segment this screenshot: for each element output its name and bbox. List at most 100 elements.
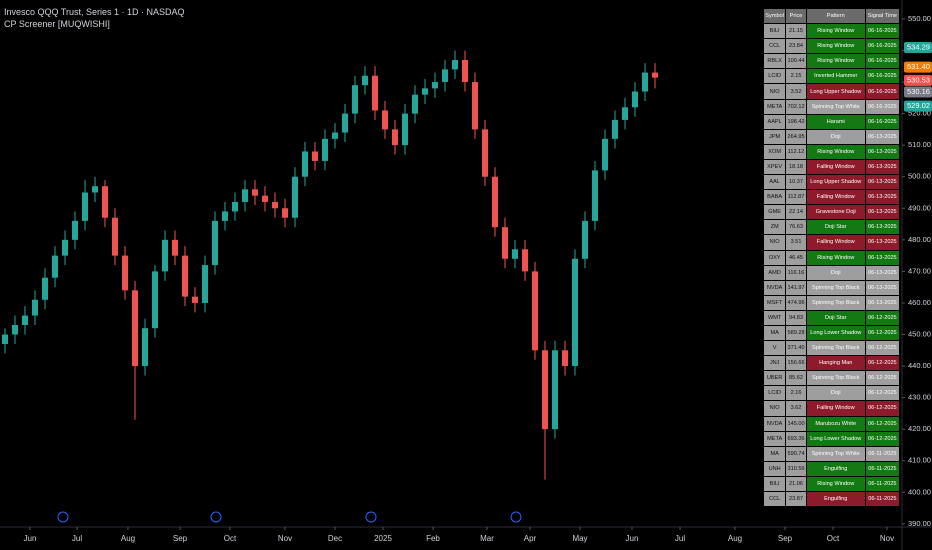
- table-cell: Marubozu White: [805, 415, 866, 432]
- table-cell: 06-12-2025: [864, 370, 901, 387]
- candle-body: [622, 107, 628, 120]
- y-tick-label: 460.00: [908, 298, 931, 307]
- table-cell: 85.62: [785, 370, 807, 387]
- table-cell: 06-13-2025: [864, 294, 901, 311]
- price-tag-label: 529.02: [907, 101, 930, 110]
- candle-body: [452, 59, 458, 70]
- candle-body: [352, 85, 358, 114]
- table-cell: Falling Window: [805, 234, 866, 251]
- table-cell: Rising Window: [805, 23, 866, 40]
- candle-body: [122, 255, 128, 291]
- table-cell: 23.87: [785, 490, 807, 508]
- candle-body: [652, 72, 658, 78]
- table-cell: 06-12-2025: [864, 400, 901, 417]
- table-row: META 702.12 Spinning Top White 06-16-2025: [762, 98, 901, 115]
- y-tick-label: 400.00: [908, 487, 931, 496]
- x-tick-label: Nov: [880, 534, 894, 543]
- table-row: MA 589.28 Long Lower Shadow 06-12-2025: [762, 324, 901, 342]
- table-cell: BILI: [762, 475, 787, 493]
- table-cell: V: [762, 340, 787, 357]
- y-tick-label: 490.00: [908, 203, 931, 212]
- table-cell: UBER: [762, 370, 787, 387]
- table-cell: RBLX: [762, 53, 787, 70]
- table-cell: Pattern: [805, 7, 866, 25]
- table-cell: 06-16-2025: [864, 68, 901, 85]
- table-row: NIO 3.51 Falling Window 06-13-2025: [762, 234, 901, 251]
- table-cell: 06-13-2025: [864, 234, 901, 251]
- table-cell: Spinning Top White: [805, 98, 866, 115]
- table-cell: 76.63: [785, 219, 807, 236]
- table-row: NVDA 141.97 Spinning Top Black 06-13-2025: [762, 279, 901, 296]
- candle-body: [32, 299, 38, 316]
- candle-body: [272, 201, 278, 209]
- table-row: UBER 85.62 Spinning Top Black 06-12-2025: [762, 370, 901, 387]
- table-row: NIO 3.62 Falling Window 06-12-2025: [762, 400, 901, 417]
- candle-body: [402, 113, 408, 146]
- table-cell: JPM: [762, 128, 787, 145]
- table-cell: 06-16-2025: [864, 113, 901, 130]
- table-row: META 693.36 Long Lower Shadow 06-12-2025: [762, 430, 901, 447]
- table-cell: Long Lower Shadow: [805, 324, 866, 342]
- price-tag-label: 530.16: [907, 87, 930, 96]
- table-cell: 06-12-2025: [864, 415, 901, 432]
- table-cell: Rising Window: [805, 143, 866, 160]
- table-row: BABA 112.87 Falling Window 06-13-2025: [762, 189, 901, 206]
- screener-table: Symbol Price Pattern Signal Time BILI 21.15 Ri…: [762, 7, 901, 508]
- table-cell: 06-13-2025: [864, 189, 901, 206]
- table-cell: 06-13-2025: [864, 143, 901, 160]
- table-cell: MA: [762, 445, 787, 462]
- candle-body: [252, 189, 258, 196]
- candle-body: [72, 220, 78, 240]
- table-cell: NVDA: [762, 415, 787, 432]
- candle-body: [632, 91, 638, 108]
- table-row: AAL 10.37 Long Upper Shadow 06-13-2025: [762, 174, 901, 191]
- table-row: JNJ 156.66 Hanging Man 06-12-2025: [762, 355, 901, 372]
- candle-body: [342, 113, 348, 133]
- table-cell: 10.37: [785, 174, 807, 191]
- table-cell: Spinning Top Black: [805, 279, 866, 296]
- table-cell: 23.84: [785, 38, 807, 55]
- x-tick-label: Oct: [827, 534, 840, 543]
- table-row: XOM 112.12 Rising Window 06-13-2025: [762, 143, 901, 160]
- candle-body: [212, 220, 218, 266]
- candle-body: [392, 129, 398, 146]
- table-cell: 589.28: [785, 324, 807, 342]
- candle-body: [532, 271, 538, 351]
- table-row: UNH 310.56 Engulfing 06-11-2025: [762, 460, 901, 477]
- table-cell: 06-13-2025: [864, 158, 901, 176]
- table-cell: 06-13-2025: [864, 219, 901, 236]
- table-cell: AAPL: [762, 113, 787, 130]
- table-cell: OXY: [762, 249, 787, 266]
- x-tick-label: Jun: [626, 534, 639, 543]
- table-cell: Spinning Top Black: [805, 340, 866, 357]
- table-cell: 198.42: [785, 113, 807, 130]
- y-tick-label: 520.00: [908, 109, 931, 118]
- table-row: OXY 46.45 Rising Window 06-13-2025: [762, 249, 901, 266]
- candle-body: [132, 290, 138, 367]
- candle-body: [412, 94, 418, 114]
- table-cell: ZM: [762, 219, 787, 236]
- price-tag: [904, 61, 932, 73]
- table-cell: META: [762, 98, 787, 115]
- y-tick-label: 410.00: [908, 456, 931, 465]
- candle-body: [602, 138, 608, 171]
- table-cell: JNJ: [762, 355, 787, 372]
- table-cell: Inverted Hammer: [805, 68, 866, 85]
- table-cell: Doji: [805, 264, 866, 281]
- table-cell: GME: [762, 204, 787, 221]
- table-row: ZM 76.63 Doji Star 06-13-2025: [762, 219, 901, 236]
- candle-body: [172, 239, 178, 256]
- candle-body: [492, 176, 498, 228]
- table-cell: 06-13-2025: [864, 204, 901, 221]
- candle-body: [82, 192, 88, 221]
- x-tick-label: Nov: [278, 534, 292, 543]
- table-cell: 06-11-2025: [864, 475, 901, 493]
- table-cell: 06-16-2025: [864, 53, 901, 70]
- table-row: WMT 94.83 Doji Star 06-12-2025: [762, 309, 901, 326]
- table-cell: NIO: [762, 83, 787, 100]
- table-row: V 371.40 Spinning Top Black 06-12-2025: [762, 340, 901, 357]
- candle-body: [182, 255, 188, 297]
- table-cell: AMD: [762, 264, 787, 281]
- y-tick-label: 480.00: [908, 235, 931, 244]
